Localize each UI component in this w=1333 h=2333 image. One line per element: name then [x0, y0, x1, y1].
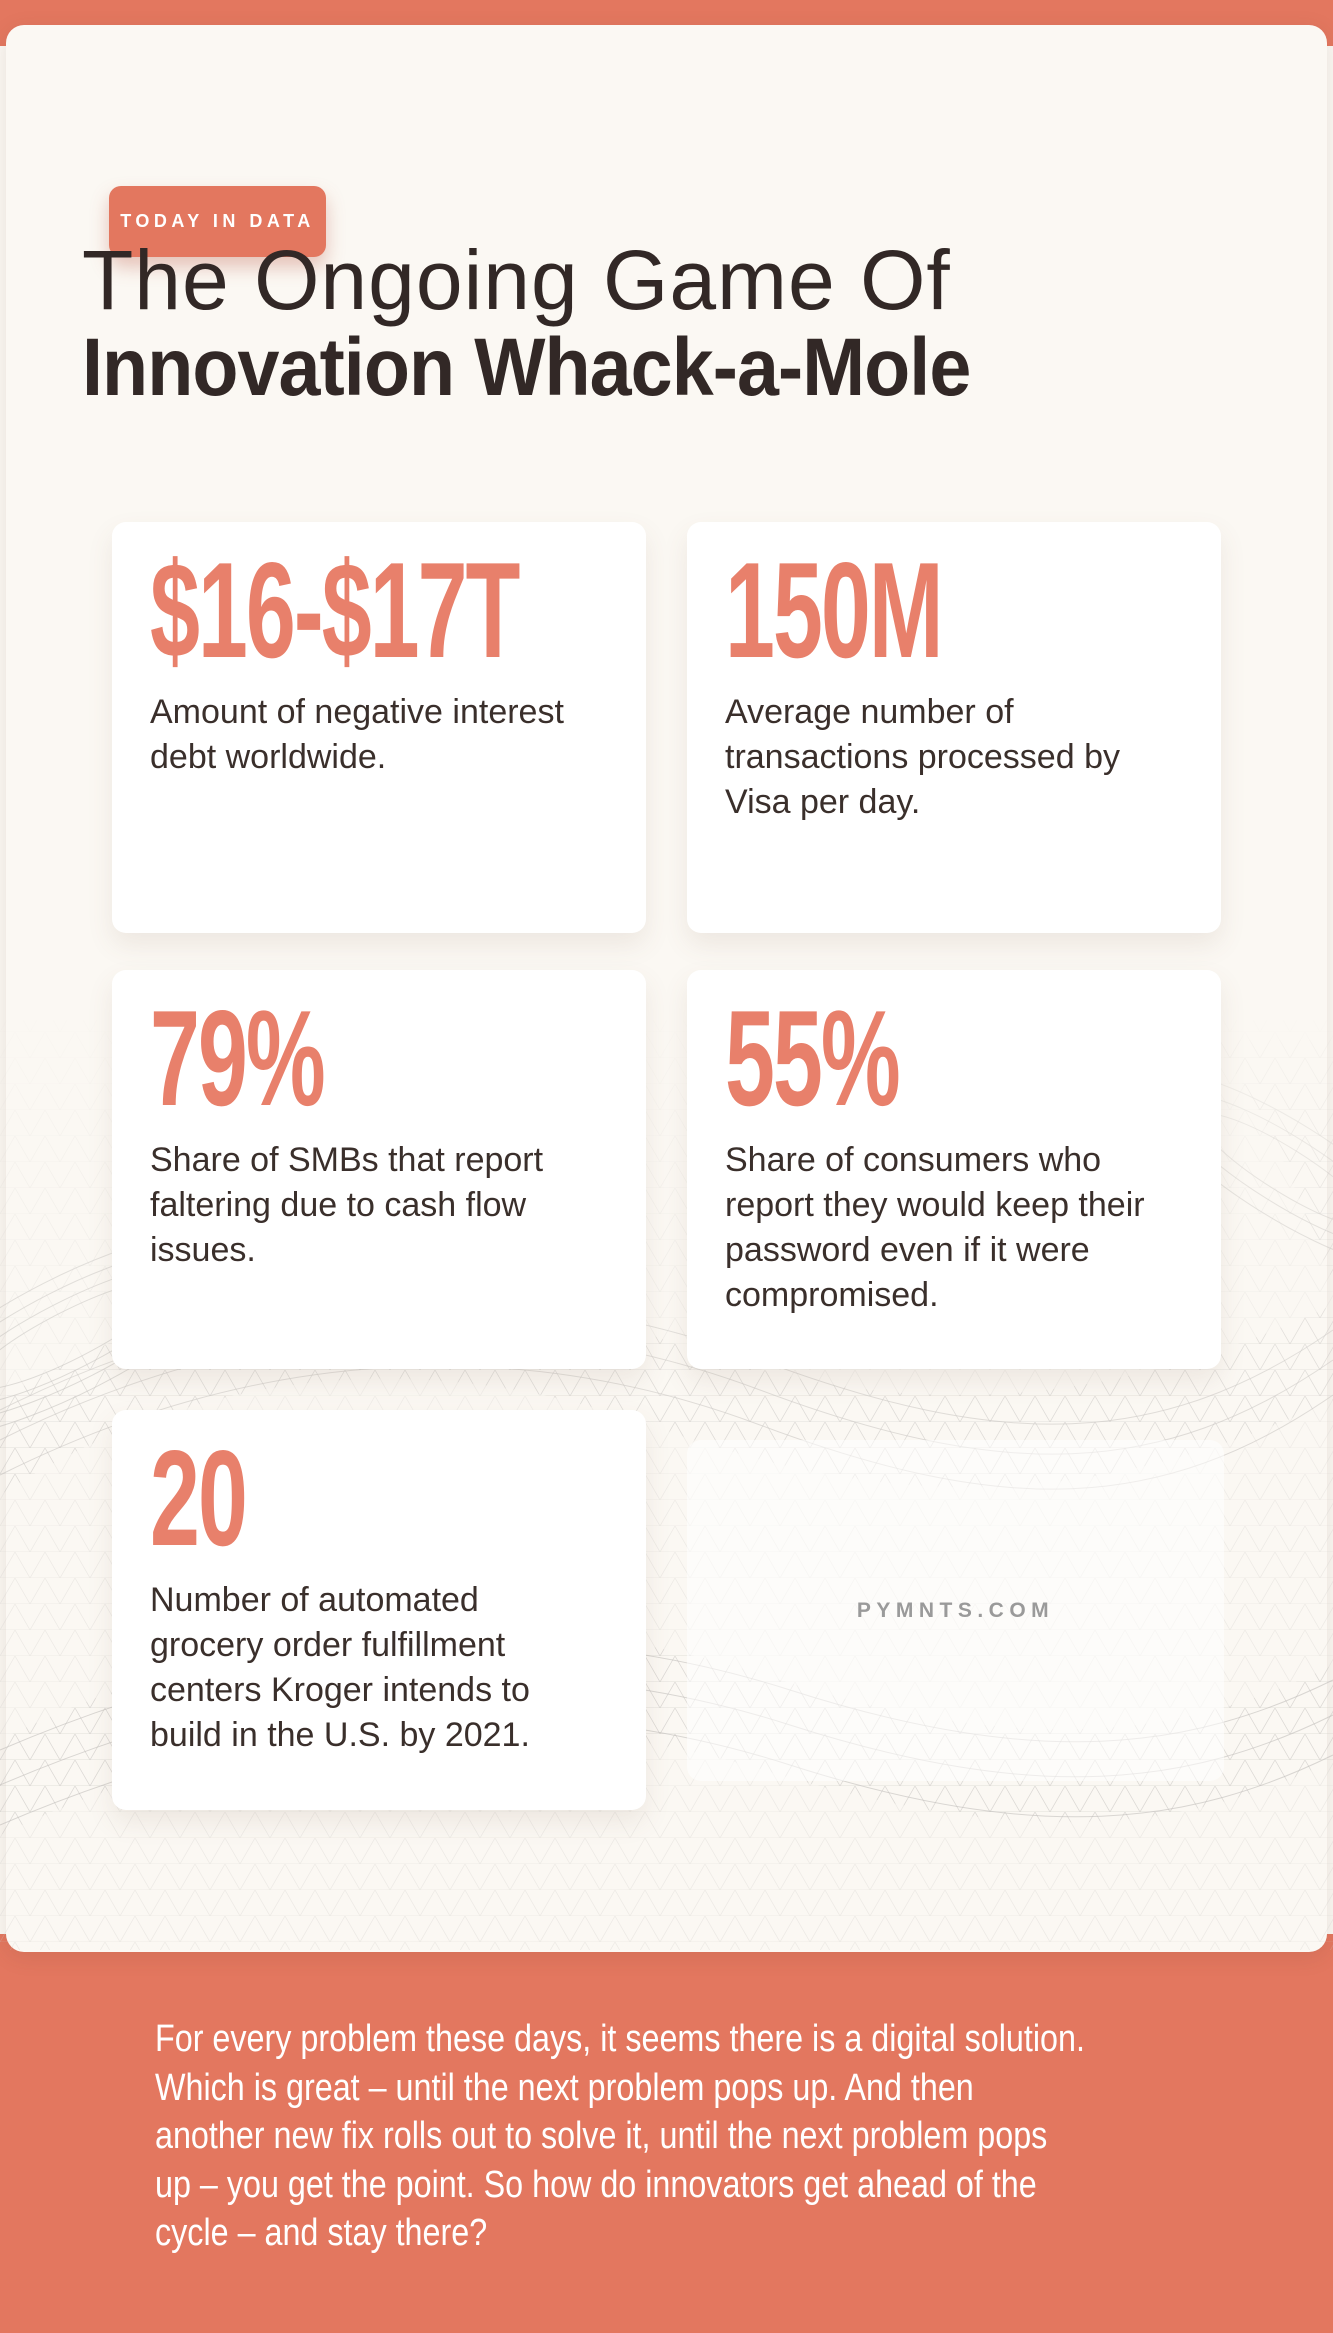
page-title: The Ongoing Game Of Innovation Whack-a-M… — [82, 238, 1048, 414]
stat-value: 150M — [725, 534, 944, 686]
badge-label: TODAY IN DATA — [120, 211, 315, 231]
title-line-2: Innovation Whack-a-Mole — [82, 322, 971, 413]
stat-description: Average number of transactions processed… — [725, 693, 1120, 821]
stat-card-kroger-fulfillment: 20 Number of automated grocery order ful… — [112, 1410, 646, 1810]
stat-value: 55% — [725, 982, 901, 1134]
stat-card-visa-transactions: 150M Average number of transactions proc… — [687, 522, 1221, 933]
stat-description: Share of SMBs that report faltering due … — [150, 1141, 544, 1269]
stat-value: 20 — [150, 1422, 248, 1574]
bottom-coral-section — [0, 1934, 1333, 2333]
stat-description: Share of consumers who report they would… — [725, 1141, 1145, 1314]
stat-card-smb-cash-flow: 79% Share of SMBs that report faltering … — [112, 970, 646, 1369]
pymnts-watermark: PYMNTS.COM — [856, 1598, 1055, 1622]
footer-paragraph: For every problem these days, it seems t… — [155, 2018, 1085, 2254]
stat-description: Number of automated grocery order fulfil… — [150, 1581, 530, 1754]
stat-description: Amount of negative interest debt worldwi… — [150, 693, 564, 776]
title-line-1: The Ongoing Game Of — [82, 233, 951, 327]
today-in-data-badge: TODAY IN DATA — [109, 186, 326, 257]
stat-card-negative-interest-debt: $16-$17T Amount of negative interest deb… — [112, 522, 646, 933]
watermark-panel: PYMNTS.COM — [687, 1440, 1224, 1781]
stat-value: 79% — [150, 982, 326, 1134]
stat-value: $16-$17T — [150, 534, 520, 686]
stat-card-password-compromised: 55% Share of consumers who report they w… — [687, 970, 1221, 1369]
